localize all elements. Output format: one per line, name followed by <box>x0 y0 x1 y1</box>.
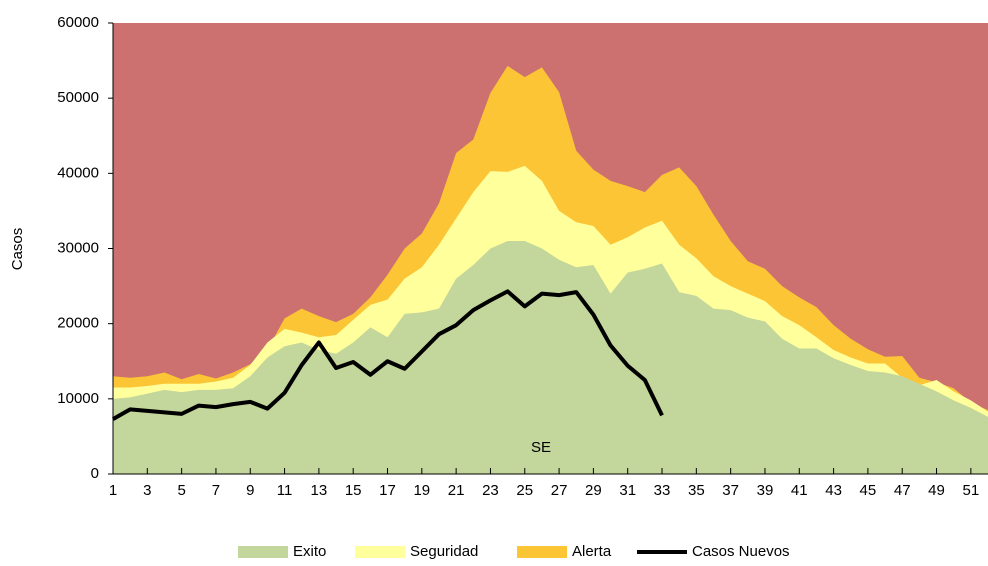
x-tick-label: 51 <box>962 482 979 499</box>
y-axis-label: Casos <box>9 228 26 271</box>
area <box>113 240 988 474</box>
x-tick-label: 13 <box>311 482 328 499</box>
x-tick-label: 27 <box>551 482 568 499</box>
x-tick-label: 31 <box>619 482 636 499</box>
x-tick-label: 1 <box>109 482 117 499</box>
legend-swatch <box>238 546 288 558</box>
y-tick-label: 50000 <box>57 89 99 106</box>
x-axis-label: SE <box>531 439 551 456</box>
y-tick-label: 60000 <box>57 14 99 31</box>
x-tick-label: 17 <box>379 482 396 499</box>
x-tick-label: 39 <box>757 482 774 499</box>
x-tick-label: 21 <box>448 482 465 499</box>
x-tick-label: 33 <box>654 482 671 499</box>
line <box>112 289 664 421</box>
x-tick-label: 7 <box>212 482 220 499</box>
x-tick-label: 37 <box>722 482 739 499</box>
y-tick-label: 10000 <box>57 390 99 407</box>
x-tick-label: 9 <box>246 482 254 499</box>
x-tick-label: 45 <box>860 482 877 499</box>
x-tick-label: 35 <box>688 482 705 499</box>
x-tick-label: 15 <box>345 482 362 499</box>
x-tick-label: 23 <box>482 482 499 499</box>
y-tick-label: 30000 <box>57 239 99 256</box>
x-tick-label: 49 <box>928 482 945 499</box>
x-tick-label: 41 <box>791 482 808 499</box>
legend-swatch <box>517 546 567 558</box>
legend-swatch <box>355 546 405 558</box>
x-tick-label: 47 <box>894 482 911 499</box>
x-tick-label: 25 <box>516 482 533 499</box>
x-tick-label: 29 <box>585 482 602 499</box>
x-tick-label: 5 <box>177 482 185 499</box>
y-tick-label: 0 <box>91 465 99 482</box>
plot-area <box>112 23 988 475</box>
legend-label: Alerta <box>572 543 612 560</box>
x-tick-label: 11 <box>277 482 293 499</box>
x-tick-label: 19 <box>413 482 430 499</box>
y-tick-label: 20000 <box>57 315 99 332</box>
y-tick-label: 40000 <box>57 164 99 181</box>
legend-label: Exito <box>293 543 326 560</box>
legend-label: Casos Nuevos <box>692 543 790 560</box>
x-tick-label: 43 <box>825 482 842 499</box>
x-tick-label: 3 <box>143 482 151 499</box>
legend-label: Seguridad <box>410 543 478 560</box>
